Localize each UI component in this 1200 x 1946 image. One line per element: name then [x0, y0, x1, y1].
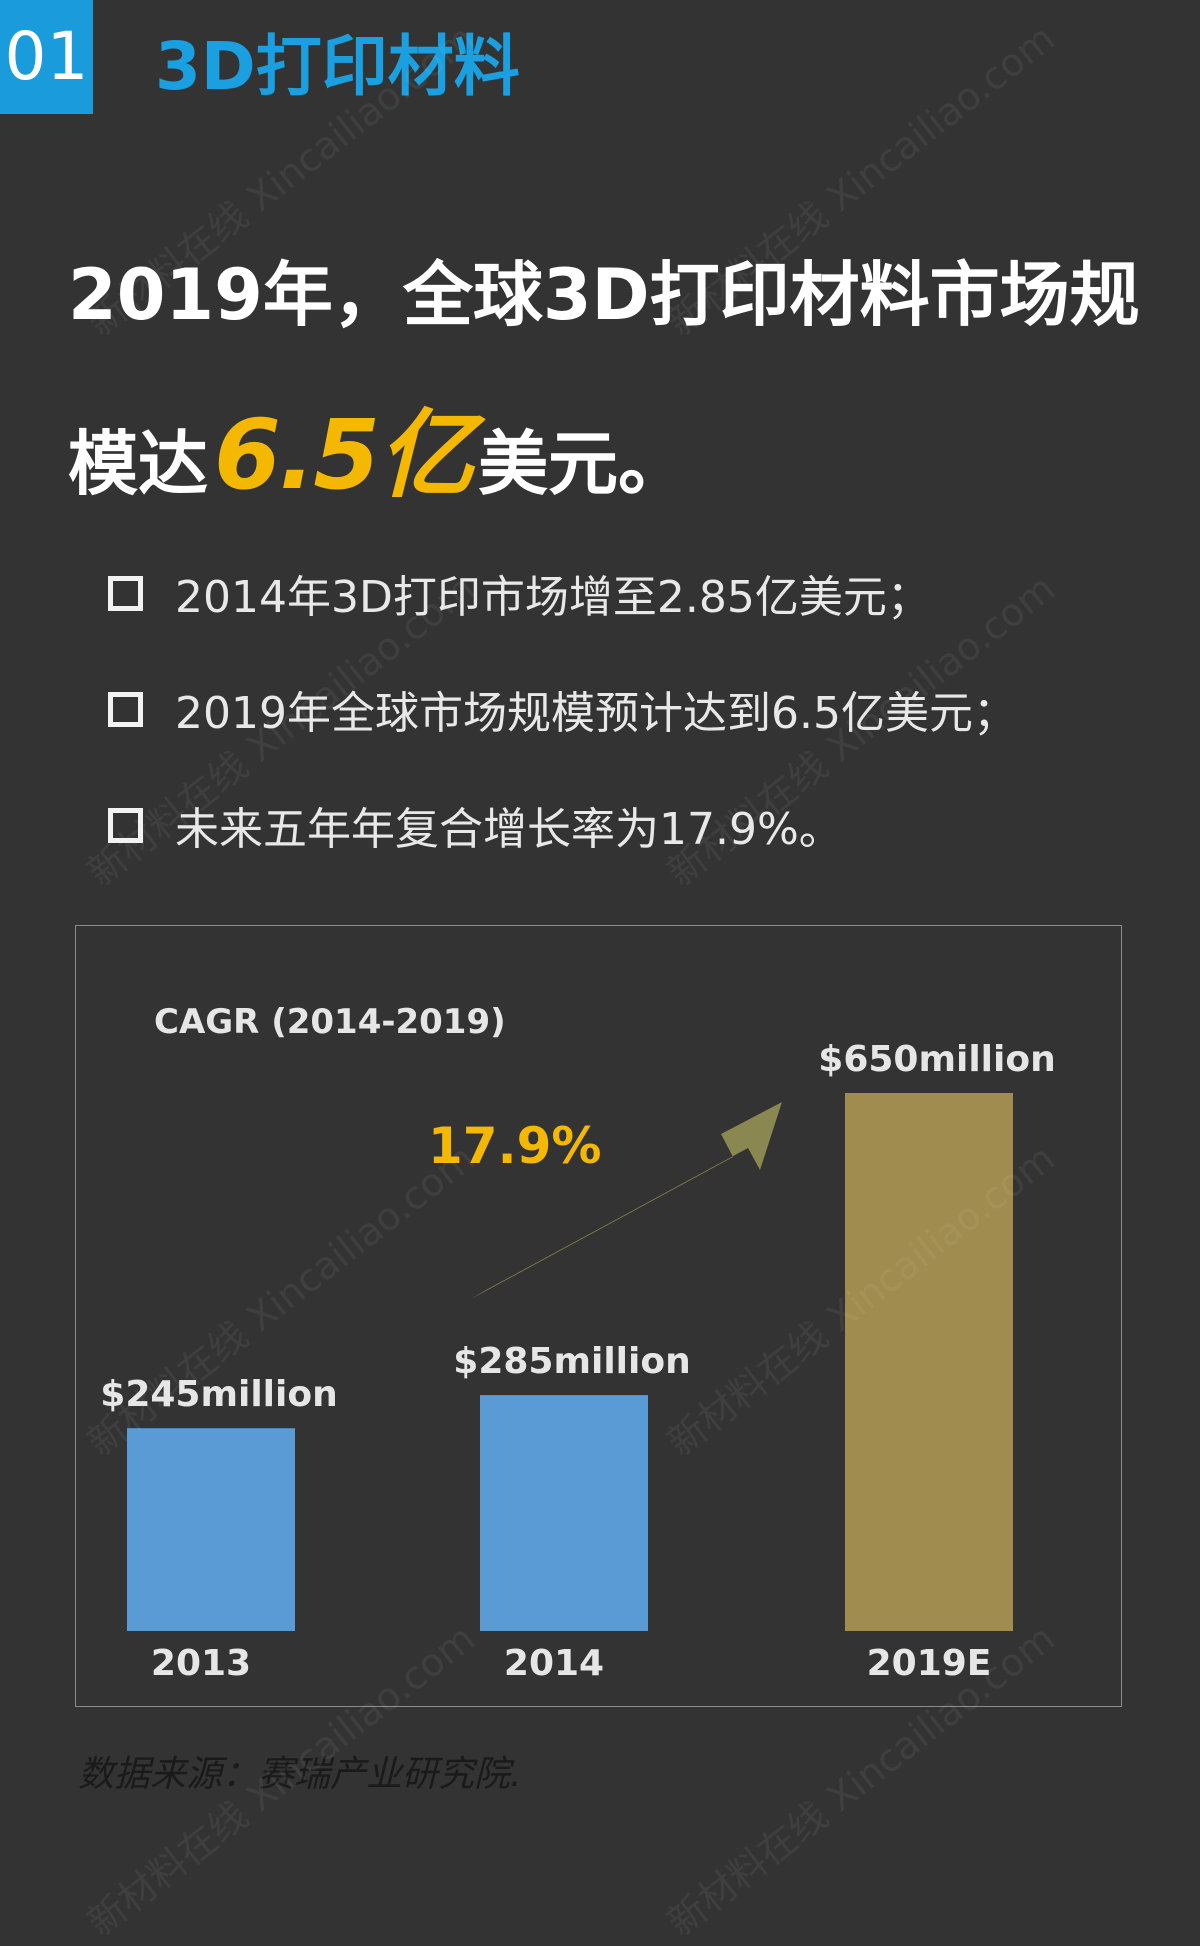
square-bullet-icon: [108, 575, 143, 611]
headline: 2019年，全球3D打印材料市场规 模达6.5亿美元。: [68, 215, 1168, 544]
bar-2014: [480, 1395, 648, 1631]
category-label: 2019E: [867, 1643, 992, 1684]
headline-suffix: 美元。: [478, 423, 689, 505]
cagr-value: 17.9%: [428, 1117, 601, 1175]
headline-prefix: 模达: [68, 423, 208, 505]
growth-arrow-icon: [471, 1102, 782, 1299]
bar-2019E: [845, 1093, 1013, 1631]
chart-frame: $245million 2013 $285million 2014 $650millio…: [75, 925, 1122, 1707]
bullet-text: 未来五年年复合增长率为17.9%。: [175, 804, 843, 855]
bullet-item: 2014年3D打印市场增至2.85亿美元；: [108, 535, 1017, 651]
value-label: $285million: [453, 1341, 690, 1382]
category-label: 2014: [504, 1643, 604, 1684]
headline-line-1: 2019年，全球3D打印材料市场规: [68, 254, 1140, 336]
value-label: $245million: [100, 1374, 337, 1415]
bullet-text: 2019年全球市场规模预计达到6.5亿美元；: [175, 688, 1017, 739]
bullet-item: 未来五年年复合增长率为17.9%。: [108, 767, 1017, 883]
value-label: $650million: [818, 1039, 1055, 1080]
bullet-item: 2019年全球市场规模预计达到6.5亿美元；: [108, 651, 1017, 767]
cagr-title: CAGR (2014-2019): [154, 1002, 506, 1042]
headline-line-2: 模达6.5亿美元。: [68, 375, 1168, 544]
square-bullet-icon: [108, 807, 143, 843]
bullet-text: 2014年3D打印市场增至2.85亿美元；: [175, 572, 931, 623]
square-bullet-icon: [108, 691, 143, 727]
section-number: 01: [0, 0, 93, 114]
headline-highlight: 6.5亿: [214, 399, 474, 511]
section-title: 3D打印材料: [155, 28, 520, 105]
category-label: 2013: [151, 1643, 251, 1684]
source-note: 数据来源：赛瑞产业研究院.: [78, 1754, 522, 1795]
bar-2013: [127, 1428, 295, 1631]
bullet-list: 2014年3D打印市场增至2.85亿美元； 2019年全球市场规模预计达到6.5…: [108, 535, 1017, 883]
bar-chart: $245million 2013 $285million 2014 $650millio…: [100, 1002, 1055, 1684]
